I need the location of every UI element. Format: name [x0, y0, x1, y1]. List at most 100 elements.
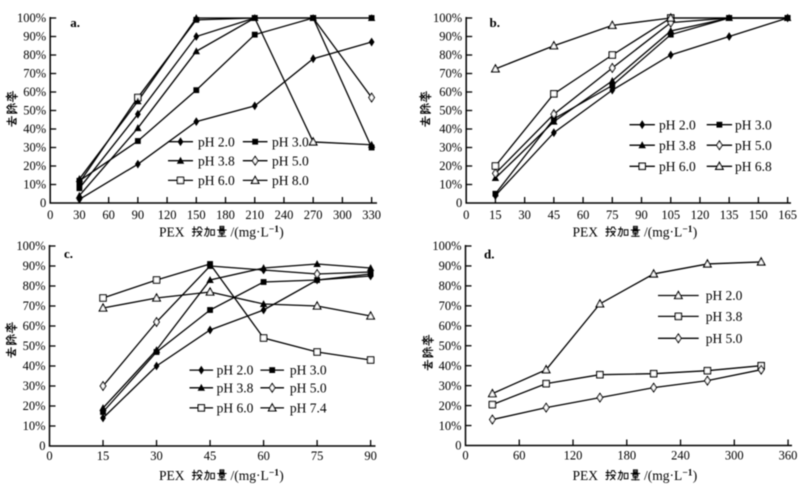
svg-text:−1: −1	[682, 225, 692, 235]
svg-text:pH 3.0: pH 3.0	[290, 363, 327, 378]
svg-text:d.: d.	[484, 247, 494, 262]
svg-text:300: 300	[333, 208, 352, 222]
svg-text:0: 0	[47, 208, 53, 222]
svg-text:pH 8.0: pH 8.0	[272, 173, 309, 188]
svg-text:135: 135	[720, 208, 739, 222]
svg-text:40%: 40%	[23, 359, 46, 373]
svg-text:90: 90	[364, 449, 377, 463]
svg-text:PEX: PEX	[573, 468, 599, 483]
svg-text:100%: 100%	[432, 239, 461, 253]
svg-text:c.: c.	[64, 246, 73, 261]
svg-text:15: 15	[489, 208, 502, 222]
svg-text:60%: 60%	[439, 319, 462, 333]
svg-text:20%: 20%	[439, 399, 462, 413]
svg-text:): )	[279, 225, 284, 240]
svg-text:70%: 70%	[23, 299, 46, 313]
svg-text:0: 0	[40, 196, 46, 210]
svg-text:pH 5.0: pH 5.0	[706, 331, 743, 346]
svg-text:pH 3.0: pH 3.0	[272, 134, 309, 149]
svg-text:−1: −1	[682, 469, 692, 479]
svg-text:pH 2.0: pH 2.0	[659, 117, 696, 132]
svg-text:PEX: PEX	[159, 468, 185, 483]
svg-text:90: 90	[635, 208, 648, 222]
svg-text:pH 3.8: pH 3.8	[217, 380, 254, 395]
svg-text:pH 5.0: pH 5.0	[735, 138, 772, 153]
svg-text:50%: 50%	[23, 339, 46, 353]
svg-text:70%: 70%	[439, 299, 462, 313]
svg-text:10%: 10%	[23, 178, 46, 192]
svg-text:pH 3.8: pH 3.8	[198, 153, 235, 168]
svg-text:a.: a.	[70, 15, 80, 30]
svg-text:30%: 30%	[23, 379, 46, 393]
svg-text:270: 270	[304, 208, 323, 222]
svg-text:b.: b.	[490, 15, 500, 30]
svg-text:pH 5.0: pH 5.0	[272, 153, 309, 168]
svg-text:30%: 30%	[439, 379, 462, 393]
svg-text:40%: 40%	[439, 122, 462, 136]
svg-text:10%: 10%	[439, 178, 462, 192]
svg-text:20%: 20%	[23, 159, 46, 173]
svg-text:80%: 80%	[439, 48, 462, 62]
svg-text:70%: 70%	[439, 67, 462, 81]
svg-text:80%: 80%	[23, 279, 46, 293]
svg-text:90%: 90%	[23, 259, 46, 273]
svg-text:pH 2.0: pH 2.0	[706, 288, 743, 303]
svg-text:30: 30	[73, 208, 86, 222]
svg-text:165: 165	[778, 208, 797, 222]
svg-text:pH 6.8: pH 6.8	[735, 159, 772, 174]
svg-text:): )	[279, 468, 284, 483]
svg-text:60: 60	[513, 449, 526, 463]
svg-text:−1: −1	[269, 225, 279, 235]
svg-text:40%: 40%	[439, 359, 462, 373]
svg-text:60: 60	[577, 208, 590, 222]
svg-text:60: 60	[102, 208, 115, 222]
svg-text:150: 150	[749, 208, 768, 222]
svg-text:0: 0	[463, 208, 469, 222]
svg-text:pH 3.0: pH 3.0	[735, 117, 772, 132]
svg-text:): )	[693, 225, 698, 240]
svg-text:120: 120	[158, 208, 177, 222]
svg-text:pH 6.0: pH 6.0	[659, 159, 696, 174]
svg-text:90%: 90%	[439, 30, 462, 44]
svg-text:PEX: PEX	[573, 225, 599, 240]
svg-text:50%: 50%	[23, 104, 46, 118]
svg-text:/(mg·L: /(mg·L	[644, 468, 682, 483]
svg-text:45: 45	[204, 449, 217, 463]
svg-text:30: 30	[518, 208, 531, 222]
svg-text:−1: −1	[269, 469, 279, 479]
svg-text:60: 60	[257, 449, 270, 463]
svg-text:10%: 10%	[439, 419, 462, 433]
svg-text:pH 6.0: pH 6.0	[198, 173, 235, 188]
svg-text:10%: 10%	[23, 419, 46, 433]
svg-text:30%: 30%	[23, 141, 46, 155]
svg-text:120: 120	[564, 449, 583, 463]
svg-text:60%: 60%	[439, 85, 462, 99]
svg-text:pH 2.0: pH 2.0	[198, 134, 235, 149]
svg-text:/(mg·L: /(mg·L	[231, 468, 269, 483]
svg-text:240: 240	[275, 208, 294, 222]
svg-text:): )	[693, 468, 698, 483]
svg-text:/(mg·L: /(mg·L	[644, 225, 682, 240]
svg-text:330: 330	[362, 208, 381, 222]
svg-text:75: 75	[606, 208, 619, 222]
svg-text:30%: 30%	[439, 141, 462, 155]
svg-text:0: 0	[39, 439, 45, 453]
svg-text:30: 30	[150, 449, 163, 463]
svg-text:70%: 70%	[23, 67, 46, 81]
svg-text:45: 45	[548, 208, 561, 222]
svg-text:105: 105	[661, 208, 680, 222]
svg-text:210: 210	[245, 208, 264, 222]
svg-text:pH 3.8: pH 3.8	[659, 138, 696, 153]
svg-text:100%: 100%	[16, 239, 45, 253]
svg-text:0: 0	[455, 439, 461, 453]
svg-text:100%: 100%	[17, 11, 46, 25]
svg-text:180: 180	[617, 449, 636, 463]
svg-text:90: 90	[132, 208, 145, 222]
svg-text:90%: 90%	[439, 259, 462, 273]
svg-text:pH 7.4: pH 7.4	[290, 401, 327, 416]
svg-text:50%: 50%	[439, 339, 462, 353]
svg-text:pH 2.0: pH 2.0	[217, 363, 254, 378]
svg-text:40%: 40%	[23, 122, 46, 136]
svg-text:PEX: PEX	[159, 225, 185, 240]
svg-text:300: 300	[725, 449, 744, 463]
